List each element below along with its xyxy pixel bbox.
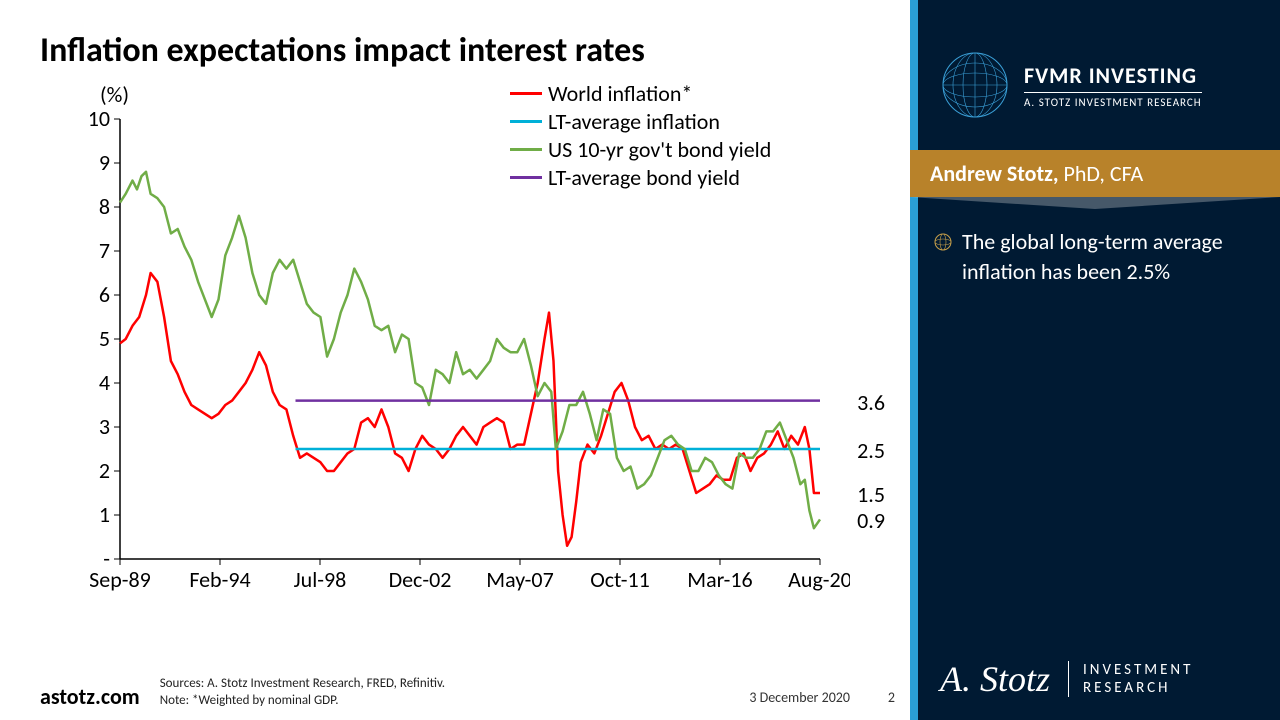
slide-date: 3 December 2020 [749, 689, 850, 706]
series-end-label: 2.5 [857, 437, 885, 464]
svg-text:Mar-16: Mar-16 [687, 566, 752, 593]
series-end-label: 0.9 [857, 507, 885, 534]
brand-sub: A. STOTZ INVESTMENT RESEARCH [1024, 92, 1202, 109]
svg-text:5: 5 [99, 325, 110, 352]
note-line: Note: *Weighted by nominal GDP. [160, 693, 445, 710]
svg-text:3: 3 [99, 413, 110, 440]
brand-text: FVMR INVESTING A. STOTZ INVESTMENT RESEA… [1024, 62, 1202, 109]
chart-plot: -12345678910Sep-89Feb-94Jul-98Dec-02May-… [90, 109, 850, 599]
legend-item: World inflation* [510, 79, 771, 107]
page-number: 2 [888, 689, 895, 706]
svg-text:Dec-02: Dec-02 [389, 566, 452, 593]
svg-text:1: 1 [99, 501, 110, 528]
chart-container: (%) World inflation*LT-average inflation… [40, 79, 890, 649]
sidebar-accent-strip [910, 0, 918, 720]
svg-text:9: 9 [99, 149, 110, 176]
signature-script: A. Stotz [940, 658, 1050, 700]
main-panel: Inflation expectations impact interest r… [0, 0, 910, 720]
sources-note: Sources: A. Stotz Investment Research, F… [160, 676, 445, 710]
svg-text:Jul-98: Jul-98 [294, 566, 347, 593]
bullet-text: The global long-term average inflation h… [962, 227, 1256, 286]
svg-text:10: 10 [90, 109, 110, 132]
website-label: astotz.com [40, 683, 140, 710]
svg-text:2: 2 [99, 457, 110, 484]
legend-swatch [510, 92, 542, 95]
sources-line: Sources: A. Stotz Investment Research, F… [160, 676, 445, 693]
svg-text:6: 6 [99, 281, 110, 308]
brand-logo-area: FVMR INVESTING A. STOTZ INVESTMENT RESEA… [910, 0, 1280, 150]
signature-text: INVESTMENT RESEARCH [1068, 661, 1193, 697]
svg-text:Aug-20: Aug-20 [788, 566, 850, 593]
author-name: Andrew Stotz, [930, 160, 1059, 187]
legend-label: World inflation* [548, 80, 692, 107]
svg-text:Sep-89: Sep-89 [90, 566, 151, 593]
author-credentials: PhD, CFA [1059, 160, 1144, 187]
svg-text:7: 7 [99, 237, 110, 264]
svg-text:4: 4 [99, 369, 110, 396]
sig-line1: INVESTMENT [1083, 661, 1193, 679]
bullet-globe-icon [934, 233, 952, 251]
brand-main: FVMR INVESTING [1024, 62, 1202, 89]
globe-icon [940, 50, 1010, 120]
sig-line2: RESEARCH [1083, 679, 1193, 697]
sidebar-panel: FVMR INVESTING A. STOTZ INVESTMENT RESEA… [910, 0, 1280, 720]
author-bar: Andrew Stotz, PhD, CFA [910, 150, 1280, 197]
series-end-label: 3.6 [857, 389, 885, 416]
y-axis-unit: (%) [100, 81, 129, 108]
signature-area: A. Stotz INVESTMENT RESEARCH [940, 658, 1260, 700]
slide-title: Inflation expectations impact interest r… [40, 30, 890, 71]
bullet-area: The global long-term average inflation h… [910, 197, 1280, 316]
bullet-row: The global long-term average inflation h… [934, 227, 1256, 286]
svg-text:May-07: May-07 [486, 566, 553, 593]
series-end-label: 1.5 [857, 481, 885, 508]
svg-text:Feb-94: Feb-94 [189, 566, 250, 593]
svg-text:8: 8 [99, 193, 110, 220]
svg-text:Oct-11: Oct-11 [590, 566, 650, 593]
